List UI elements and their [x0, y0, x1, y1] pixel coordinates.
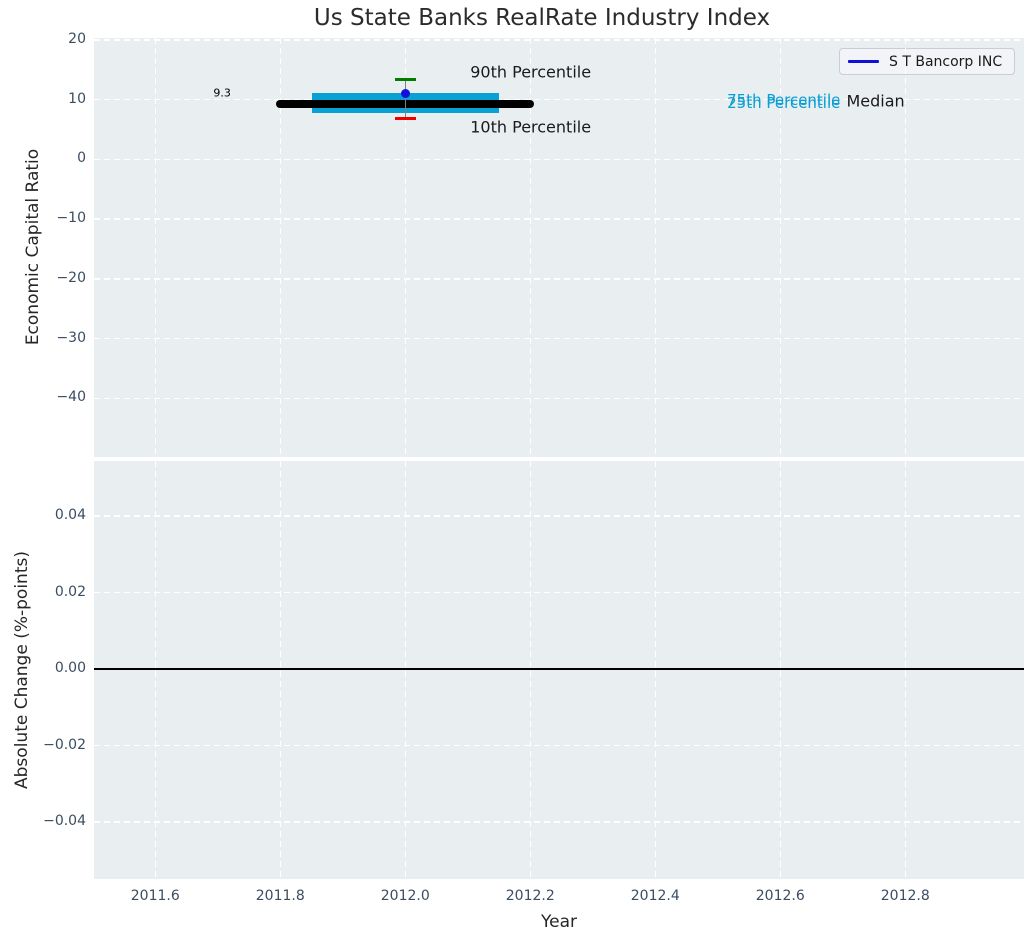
legend: S T Bancorp INC [839, 48, 1015, 75]
whisker-line [404, 79, 406, 119]
gridline-v [154, 38, 156, 457]
gridline-v [529, 38, 531, 457]
y-tick-label: −0.02 [43, 736, 86, 753]
y-tick-label: 20 [68, 30, 86, 47]
gridline-v [279, 38, 281, 457]
gridline-h [94, 821, 1024, 823]
gridline-h [94, 337, 1024, 340]
y-tick-label: 0 [77, 150, 86, 167]
y-tick-label: 0.04 [54, 507, 86, 524]
x-tick-label: 2012.8 [880, 888, 930, 904]
annotation-median-label: Median [846, 91, 905, 111]
p10-cap [394, 117, 416, 121]
y-tick-label: 10 [68, 90, 86, 107]
company-point [400, 89, 410, 99]
gridline-v [404, 38, 406, 457]
x-tick-label: 2012.2 [505, 888, 555, 904]
y-tick-label: −40 [56, 389, 86, 406]
chart-title: Us State Banks RealRate Industry Index [313, 5, 771, 31]
y-axis-label-bottom: Absolute Change (%-points) [12, 551, 32, 789]
annotation-p75-label: 75th Percentile [727, 91, 841, 110]
y-tick-label: −30 [56, 329, 86, 346]
y-tick-label: −20 [56, 269, 86, 286]
gridline-h [94, 158, 1024, 161]
gridline-h [94, 591, 1024, 594]
gridline-h [94, 98, 1024, 101]
y-tick-label: −10 [56, 210, 86, 227]
annotation-p10-label: 10th Percentile [470, 117, 592, 137]
gridline-h [94, 278, 1024, 280]
gridline-v [654, 38, 656, 457]
annotation-p90-label: 90th Percentile [470, 62, 592, 82]
gridline-v [904, 38, 906, 457]
zero-line [94, 668, 1024, 671]
x-tick-label: 2011.8 [255, 888, 305, 904]
x-axis-label: Year [541, 912, 577, 932]
gridline-h [94, 397, 1024, 400]
top-axes-panel [94, 38, 1024, 457]
x-tick-label: 2012.0 [380, 888, 430, 904]
y-tick-label: −0.04 [43, 813, 86, 830]
x-tick-label: 2011.6 [130, 888, 180, 904]
y-tick-label: 0.02 [54, 583, 86, 600]
annotation-p25-label: 25th Percentile [727, 94, 841, 113]
gridline-h [94, 39, 1024, 41]
y-axis-label-top: Economic Capital Ratio [23, 148, 43, 346]
gridline-v [779, 38, 781, 457]
legend-line-icon [848, 60, 879, 63]
y-tick-label: 0.00 [54, 660, 86, 677]
gridline-h [94, 515, 1024, 517]
x-tick-label: 2012.6 [755, 888, 805, 904]
legend-label: S T Bancorp INC [889, 53, 1003, 70]
x-tick-label: 2012.4 [630, 888, 680, 904]
gridline-h [94, 218, 1024, 220]
gridline-h [94, 744, 1024, 747]
annotation-median-value: 9.3 [213, 86, 231, 100]
p90-cap [394, 78, 416, 82]
